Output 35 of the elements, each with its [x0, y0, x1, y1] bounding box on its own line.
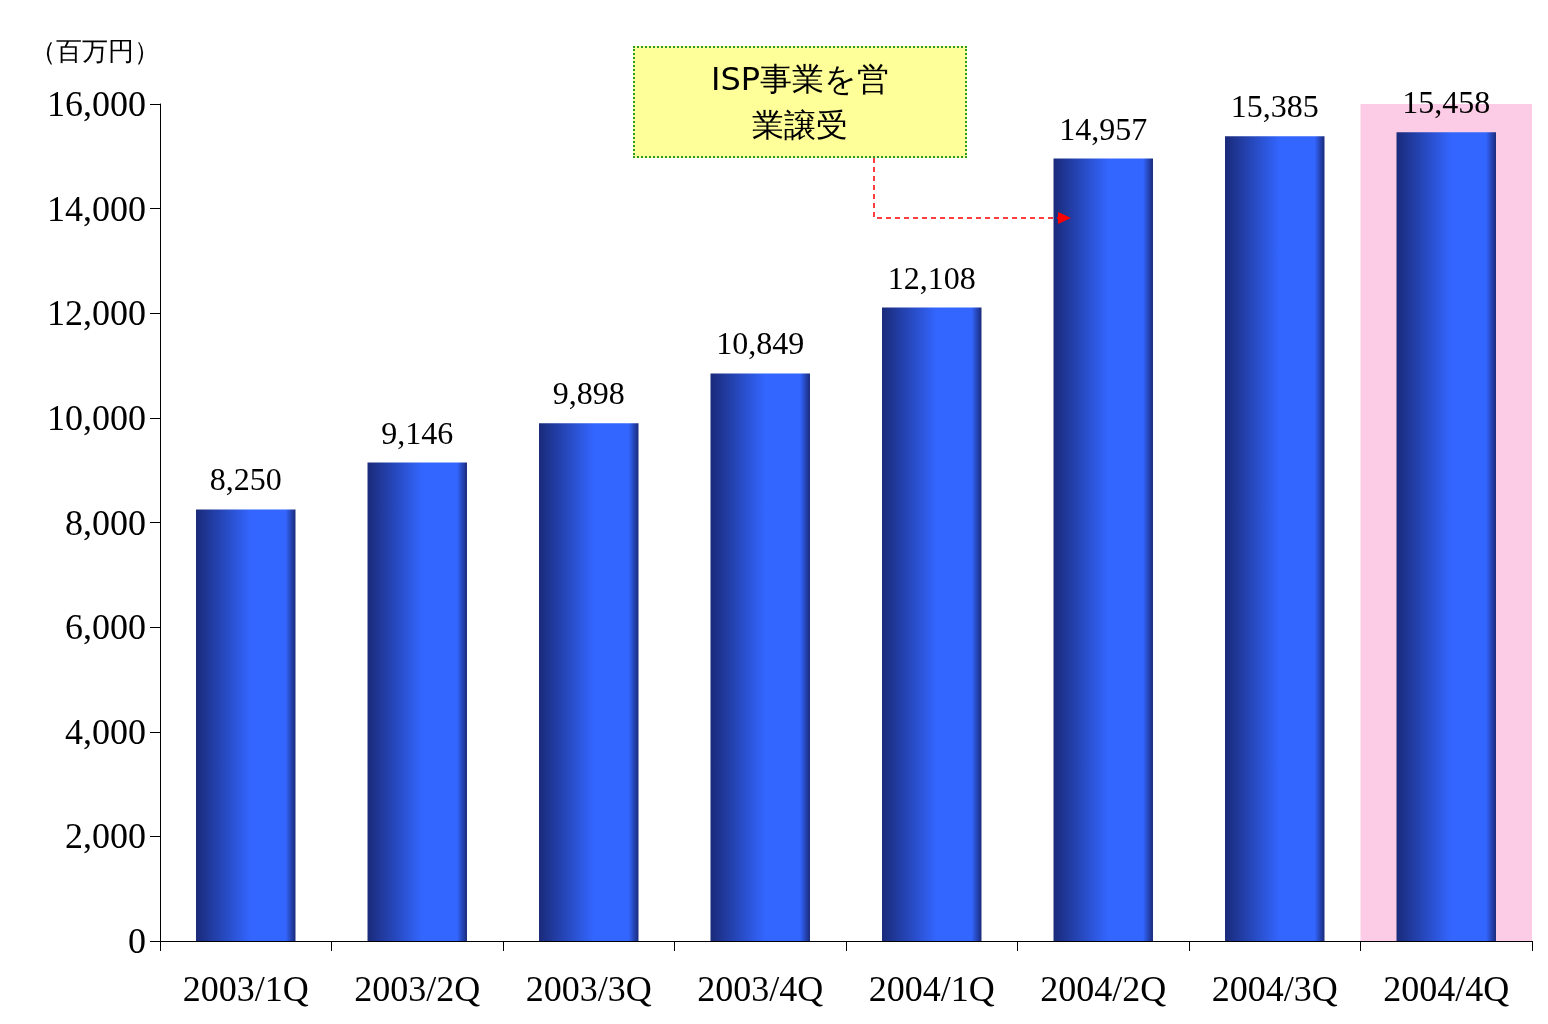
- y-tick-label: 2,000: [65, 816, 146, 857]
- data-label: 9,146: [381, 414, 454, 451]
- data-label: 9,898: [552, 375, 625, 412]
- data-label: 10,849: [716, 325, 805, 362]
- data-label: 15,385: [1230, 88, 1319, 125]
- y-tick-label: 8,000: [65, 502, 146, 543]
- y-tick-label: 0: [128, 921, 146, 961]
- bar: [882, 307, 982, 941]
- y-tick-label: 6,000: [65, 607, 146, 648]
- data-label: 12,108: [887, 259, 976, 296]
- y-tick-label: 16,000: [47, 84, 146, 124]
- bar: [367, 462, 467, 941]
- y-tick-label: 4,000: [65, 711, 146, 752]
- annotation: ISP事業を営業譲受: [709, 59, 890, 146]
- data-label: 15,458: [1402, 84, 1491, 121]
- x-tick-label: 2003/4Q: [697, 969, 824, 1009]
- y-tick-label: 12,000: [47, 293, 146, 334]
- note-box: ISP事業を営業譲受: [633, 46, 967, 158]
- x-tick-label: 2004/1Q: [868, 969, 995, 1009]
- bar: [539, 423, 639, 941]
- y-axis-title: （百万円）: [30, 36, 160, 66]
- x-tick-label: 2004/2Q: [1040, 969, 1167, 1009]
- bar: [196, 509, 296, 941]
- data-label: 8,250: [209, 461, 282, 498]
- data-label: 14,957: [1059, 110, 1148, 147]
- x-tick-label: 2004/4Q: [1383, 969, 1510, 1009]
- bar: [1053, 158, 1153, 941]
- bar: [710, 373, 810, 941]
- y-tick-label: 10,000: [47, 397, 146, 438]
- x-tick-label: 2004/3Q: [1211, 969, 1338, 1009]
- bar: [1225, 136, 1325, 941]
- y-tick-label: 14,000: [47, 188, 146, 229]
- x-tick-label: 2003/3Q: [525, 969, 652, 1009]
- x-tick-label: 2003/2Q: [354, 969, 481, 1009]
- x-tick-label: 2003/1Q: [182, 969, 309, 1009]
